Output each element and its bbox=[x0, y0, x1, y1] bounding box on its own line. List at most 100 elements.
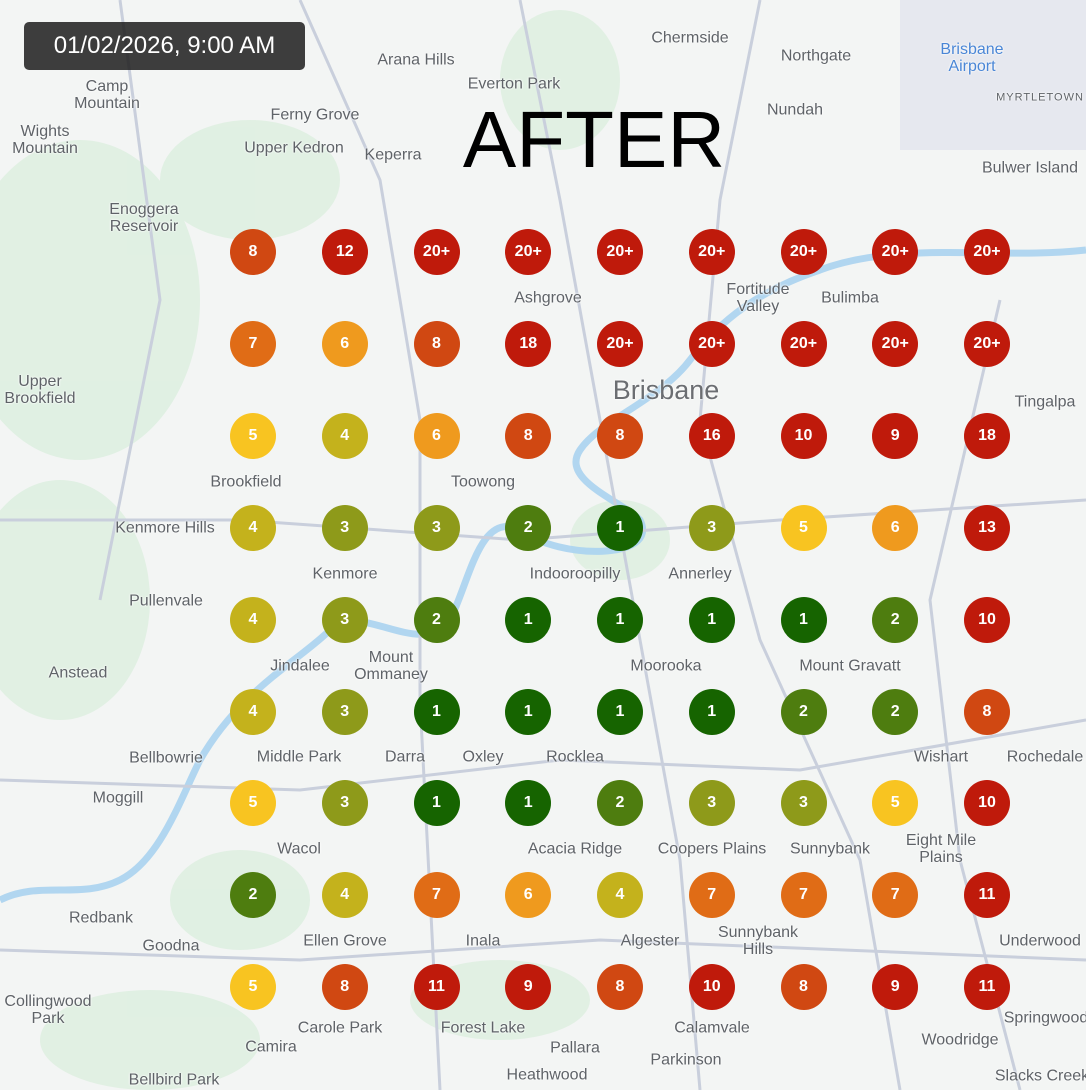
rank-pin[interactable]: 20+ bbox=[780, 229, 827, 275]
rank-pin[interactable]: 9 bbox=[872, 964, 919, 1011]
rank-pin[interactable]: 7 bbox=[872, 872, 919, 919]
rank-pin[interactable]: 3 bbox=[321, 780, 368, 827]
rank-pin[interactable]: 9 bbox=[872, 412, 919, 459]
rank-pin[interactable]: 1 bbox=[413, 780, 460, 827]
map-label: Kenmore Hills bbox=[115, 519, 215, 537]
rank-pin[interactable]: 1 bbox=[505, 596, 552, 643]
rank-pin[interactable]: 2 bbox=[597, 780, 643, 827]
rank-pin[interactable]: 20+ bbox=[597, 320, 643, 367]
map-label: Jindalee bbox=[270, 657, 330, 675]
rank-pin[interactable]: 20+ bbox=[964, 229, 1010, 275]
rank-pin[interactable]: 1 bbox=[505, 688, 552, 735]
rank-pin[interactable]: 12 bbox=[321, 229, 368, 275]
rank-pin[interactable]: 8 bbox=[230, 229, 276, 275]
rank-pin[interactable]: 8 bbox=[964, 688, 1010, 735]
rank-pin[interactable]: 3 bbox=[780, 780, 827, 827]
map-label: Pullenvale bbox=[129, 592, 203, 610]
rank-pin[interactable]: 5 bbox=[230, 780, 276, 827]
rank-pin[interactable]: 3 bbox=[321, 596, 368, 643]
rank-pin[interactable]: 3 bbox=[413, 504, 460, 551]
rank-pin[interactable]: 7 bbox=[780, 872, 827, 919]
map-label: Bellbird Park bbox=[128, 1071, 220, 1089]
rank-pin[interactable]: 1 bbox=[688, 688, 735, 735]
rank-pin[interactable]: 3 bbox=[321, 504, 368, 551]
rank-pin[interactable]: 3 bbox=[688, 504, 735, 551]
map-label: Underwood bbox=[999, 932, 1081, 950]
rank-pin[interactable]: 1 bbox=[597, 504, 643, 551]
rank-pin[interactable]: 2 bbox=[872, 596, 919, 643]
map-label: Pallara bbox=[550, 1039, 600, 1057]
rank-pin[interactable]: 8 bbox=[505, 412, 552, 459]
rank-pin[interactable]: 8 bbox=[321, 964, 368, 1011]
rank-pin[interactable]: 4 bbox=[321, 412, 368, 459]
rank-pin[interactable]: 9 bbox=[505, 964, 552, 1011]
rank-pin[interactable]: 6 bbox=[321, 320, 368, 367]
rank-pin[interactable]: 8 bbox=[597, 412, 643, 459]
rank-pin[interactable]: 1 bbox=[597, 596, 643, 643]
rank-pin[interactable]: 8 bbox=[413, 320, 460, 367]
rank-pin[interactable]: 5 bbox=[230, 412, 276, 459]
map-label: Brisbane Airport bbox=[940, 41, 1004, 75]
rank-pin[interactable]: 20+ bbox=[964, 320, 1010, 367]
rank-pin[interactable]: 20+ bbox=[505, 229, 552, 275]
rank-pin[interactable]: 6 bbox=[413, 412, 460, 459]
rank-pin[interactable]: 16 bbox=[688, 412, 735, 459]
rank-pin[interactable]: 18 bbox=[505, 320, 552, 367]
rank-pin[interactable]: 11 bbox=[964, 872, 1010, 919]
map-label: Coopers Plains bbox=[657, 840, 767, 858]
rank-pin[interactable]: 6 bbox=[872, 504, 919, 551]
rank-pin[interactable]: 10 bbox=[780, 412, 827, 459]
rank-pin[interactable]: 1 bbox=[688, 596, 735, 643]
map-label: Upper Kedron bbox=[244, 139, 344, 157]
rank-pin[interactable]: 1 bbox=[597, 688, 643, 735]
rank-pin[interactable]: 1 bbox=[780, 596, 827, 643]
rank-pin[interactable]: 11 bbox=[413, 964, 460, 1011]
rank-pin[interactable]: 2 bbox=[413, 596, 460, 643]
map-label: Brisbane bbox=[612, 375, 720, 405]
rank-pin[interactable]: 2 bbox=[872, 688, 919, 735]
rank-pin[interactable]: 4 bbox=[597, 872, 643, 919]
map-label: Bulimba bbox=[821, 289, 879, 307]
page-title: AFTER bbox=[462, 95, 726, 184]
rank-pin[interactable]: 4 bbox=[230, 504, 276, 551]
rank-pin[interactable]: 20+ bbox=[688, 229, 735, 275]
rank-pin[interactable]: 13 bbox=[964, 504, 1010, 551]
rank-pin[interactable]: 5 bbox=[780, 504, 827, 551]
rank-pin[interactable]: 8 bbox=[597, 964, 643, 1011]
rank-pin[interactable]: 1 bbox=[505, 780, 552, 827]
rank-pin[interactable]: 20+ bbox=[780, 320, 827, 367]
rank-pin[interactable]: 4 bbox=[230, 688, 276, 735]
rank-pin[interactable]: 20+ bbox=[688, 320, 735, 367]
rank-pin[interactable]: 2 bbox=[780, 688, 827, 735]
map-label: Fortitude Valley bbox=[726, 281, 790, 315]
rank-pin[interactable]: 4 bbox=[321, 872, 368, 919]
rank-pin[interactable]: 20+ bbox=[597, 229, 643, 275]
rank-pin[interactable]: 5 bbox=[872, 780, 919, 827]
rank-pin[interactable]: 2 bbox=[505, 504, 552, 551]
rank-pin[interactable]: 7 bbox=[413, 872, 460, 919]
rank-pin[interactable]: 11 bbox=[964, 964, 1010, 1011]
rank-pin[interactable]: 3 bbox=[321, 688, 368, 735]
rank-pin[interactable]: 20+ bbox=[413, 229, 460, 275]
rank-pin[interactable]: 3 bbox=[688, 780, 735, 827]
rank-pin[interactable]: 10 bbox=[964, 780, 1010, 827]
map-label: Keperra bbox=[364, 146, 422, 164]
map-label: Eight Mile Plains bbox=[905, 832, 977, 866]
rank-pin[interactable]: 7 bbox=[230, 320, 276, 367]
rank-pin[interactable]: 18 bbox=[964, 412, 1010, 459]
rank-pin[interactable]: 10 bbox=[688, 964, 735, 1011]
rank-pin[interactable]: 20+ bbox=[872, 320, 919, 367]
map-label: Inala bbox=[465, 932, 501, 950]
map-label: Wacol bbox=[277, 840, 321, 858]
rank-pin[interactable]: 1 bbox=[413, 688, 460, 735]
rank-pin[interactable]: 2 bbox=[230, 872, 276, 919]
map-label: Northgate bbox=[780, 47, 852, 65]
rank-pin[interactable]: 7 bbox=[688, 872, 735, 919]
rank-pin[interactable]: 8 bbox=[780, 964, 827, 1011]
rank-pin[interactable]: 20+ bbox=[872, 229, 919, 275]
rank-pin[interactable]: 10 bbox=[964, 596, 1010, 643]
rank-pin[interactable]: 4 bbox=[230, 596, 276, 643]
rank-pin[interactable]: 5 bbox=[230, 964, 276, 1011]
rank-pin[interactable]: 6 bbox=[505, 872, 552, 919]
